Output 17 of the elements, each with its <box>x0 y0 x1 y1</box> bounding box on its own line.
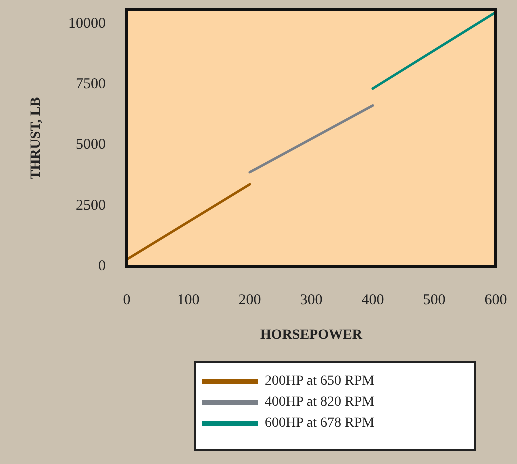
x-tick-label: 200 <box>238 292 262 308</box>
x-tick-label: 0 <box>123 292 131 308</box>
x-tick-label: 400 <box>362 292 384 308</box>
y-axis-title: THRUST, LB <box>29 97 44 180</box>
x-axis-title: HORSEPOWER <box>260 328 364 343</box>
y-tick-label: 10000 <box>68 16 106 32</box>
x-tick-label: 300 <box>300 292 323 308</box>
y-tick-label: 2500 <box>76 198 106 214</box>
x-tick-label: 500 <box>423 292 446 308</box>
legend-label: 400HP at 820 RPM <box>265 395 376 410</box>
y-tick-label: 0 <box>98 258 106 274</box>
x-tick-label: 600 <box>484 292 508 308</box>
y-tick-label: 7500 <box>76 76 106 93</box>
legend-label: 200HP at 650 RPM <box>265 374 376 390</box>
x-tick-label: 100 <box>177 292 200 308</box>
y-tick-label: 5000 <box>76 137 106 154</box>
legend-label: 600HP at 678 RPM <box>265 416 376 432</box>
